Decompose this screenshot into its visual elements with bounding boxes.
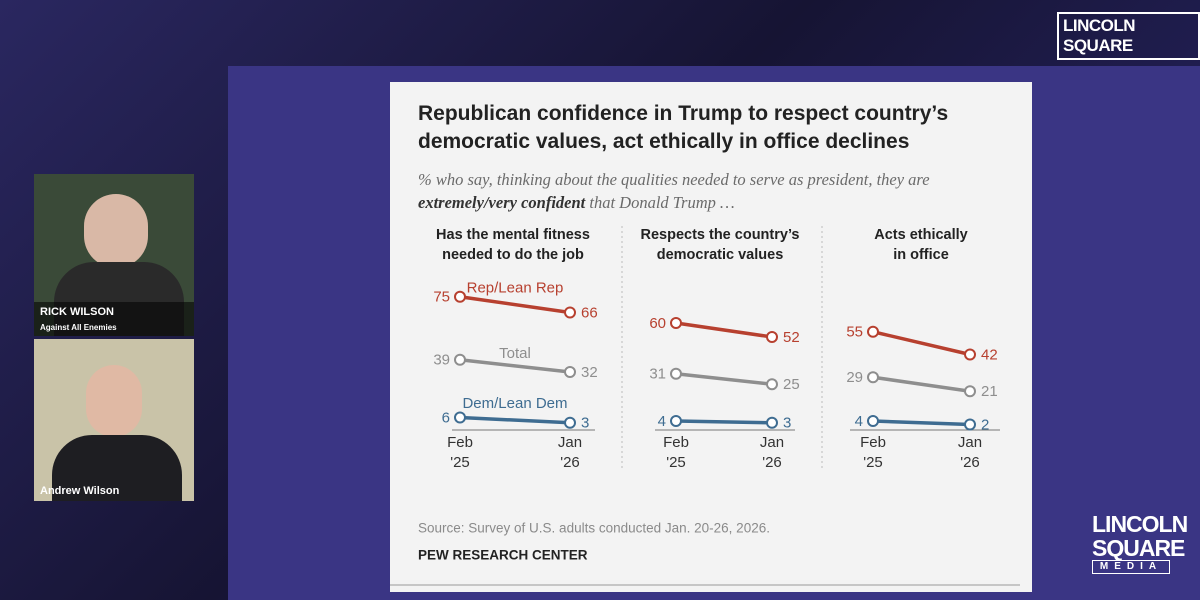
speaker-show: Against All Enemies xyxy=(40,323,117,332)
value-label: 21 xyxy=(981,383,998,400)
value-label: 55 xyxy=(846,324,863,341)
point xyxy=(454,353,466,366)
subtitle-part: that Donald Trump … xyxy=(585,193,735,212)
series-line xyxy=(459,295,571,315)
logo-word: MEDIA xyxy=(1092,560,1170,574)
subtitle-emphasis: extremely/very confident xyxy=(418,193,586,212)
logo-top: LINCOLN SQUARE xyxy=(1057,12,1200,60)
value-label: 3 xyxy=(783,415,791,432)
point xyxy=(964,348,976,361)
x-tick-label: Feb '25 xyxy=(447,434,473,471)
value-label: 39 xyxy=(433,352,450,369)
video-tile: RICK WILSON Against All Enemies xyxy=(34,174,194,336)
point xyxy=(670,367,682,380)
point xyxy=(454,290,466,303)
x-tick-label: Feb '25 xyxy=(860,434,886,471)
point xyxy=(670,317,682,329)
value-label: 25 xyxy=(783,376,800,393)
speaker-name: Andrew Wilson xyxy=(40,485,120,497)
value-label: 3 xyxy=(581,415,589,432)
person-body xyxy=(52,435,182,501)
point xyxy=(766,416,778,429)
point xyxy=(564,306,576,319)
point xyxy=(670,415,682,427)
point xyxy=(766,331,778,343)
legend-label: Dem/Lean Dem xyxy=(462,395,567,412)
point xyxy=(964,385,976,398)
point xyxy=(867,325,879,338)
series-line xyxy=(675,321,773,339)
point xyxy=(564,366,576,378)
subtitle-part: % who say, thinking about the qualities … xyxy=(418,170,930,189)
value-label: 66 xyxy=(581,304,598,321)
person xyxy=(84,194,148,268)
value-label: 32 xyxy=(581,364,598,381)
x-tick-label: Jan '26 xyxy=(957,434,983,471)
value-label: 4 xyxy=(658,413,666,430)
value-label: 2 xyxy=(981,416,989,433)
value-label: 29 xyxy=(846,369,863,386)
chart-subtitle: % who say, thinking about the qualities … xyxy=(418,168,1018,214)
chart-card xyxy=(390,82,1032,592)
point xyxy=(964,418,976,431)
chart-title: Republican confidence in Trump to respec… xyxy=(418,102,949,153)
value-label: 4 xyxy=(855,413,863,430)
video-tile: Andrew Wilson xyxy=(34,339,194,501)
value-label: 42 xyxy=(981,346,998,363)
point xyxy=(867,371,879,384)
value-label: 52 xyxy=(783,329,800,346)
x-tick-label: Jan '26 xyxy=(759,434,785,471)
person xyxy=(86,365,142,437)
credit: PEW RESEARCH CENTER xyxy=(418,548,588,563)
speaker-name: RICK WILSON xyxy=(40,306,114,318)
series-line xyxy=(872,419,971,427)
series-line xyxy=(872,330,971,357)
x-tick-label: Jan '26 xyxy=(557,434,583,471)
panel-title: Acts ethically in office xyxy=(874,227,968,263)
value-label: 31 xyxy=(649,366,666,383)
series-line xyxy=(675,419,773,425)
source: Source: Survey of U.S. adults conducted … xyxy=(418,521,770,536)
point xyxy=(564,416,576,429)
logo-word: SQUARE xyxy=(1092,535,1185,561)
series-line xyxy=(872,375,971,393)
series-line xyxy=(675,372,773,386)
value-label: 60 xyxy=(649,315,666,332)
point xyxy=(454,411,466,424)
value-label: 75 xyxy=(433,289,450,306)
panel-title: Respects the country’s democratic values xyxy=(640,227,800,263)
series-line xyxy=(459,415,571,425)
legend-label: Total xyxy=(499,345,531,362)
panel-title: Has the mental fitness needed to do the … xyxy=(436,227,590,263)
x-tick-label: Feb '25 xyxy=(663,434,689,471)
value-label: 6 xyxy=(442,409,450,426)
series-line xyxy=(459,358,571,374)
point xyxy=(766,378,778,391)
caption-bg xyxy=(34,302,194,336)
point xyxy=(867,415,879,427)
legend-label: Rep/Lean Rep xyxy=(467,280,564,297)
